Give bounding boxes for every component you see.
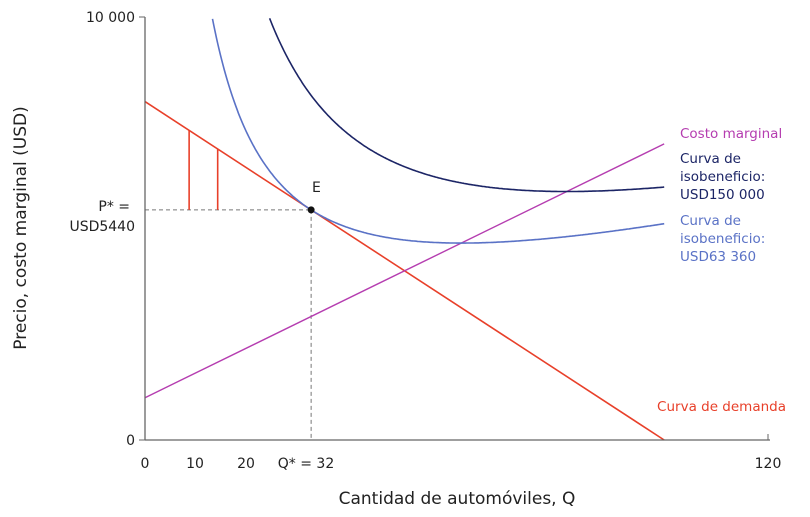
- y-axis-label: Precio, costo marginal (USD): [11, 106, 31, 349]
- iso2-label-1: Curva de: [680, 151, 741, 167]
- mc-label: Costo marginal: [680, 126, 782, 142]
- marginal-cost-curve: [144, 143, 665, 399]
- x-axis-label: Cantidad de automóviles, Q: [339, 489, 576, 509]
- y-tick-label-0: 0: [126, 433, 135, 449]
- x-tick-label-20: 20: [237, 456, 255, 472]
- x-tick-label-0: 0: [141, 456, 150, 472]
- q-star-label: Q* = 32: [278, 456, 334, 472]
- isoprofit-curve-1: [268, 17, 665, 193]
- equilibrium-label: E: [312, 180, 321, 196]
- demand-label: Curva de demanda: [657, 399, 786, 415]
- p-star-label-2: USD5440: [69, 219, 135, 235]
- y-tick-label-10000: 10 000: [86, 10, 135, 26]
- iso1-label-3: USD63 360: [680, 249, 756, 265]
- iso1-label-2: isobeneficio:: [680, 231, 765, 247]
- equilibrium-point: [307, 206, 315, 214]
- x-tick-label-120: 120: [755, 456, 782, 472]
- p-star-label-1: P* =: [98, 199, 130, 215]
- iso1-label-1: Curva de: [680, 213, 741, 229]
- isoprofit-curve-0: [211, 18, 665, 244]
- iso2-label-2: isobeneficio:: [680, 169, 765, 185]
- x-tick-label-10: 10: [186, 456, 204, 472]
- iso2-label-3: USD150 000: [680, 187, 765, 203]
